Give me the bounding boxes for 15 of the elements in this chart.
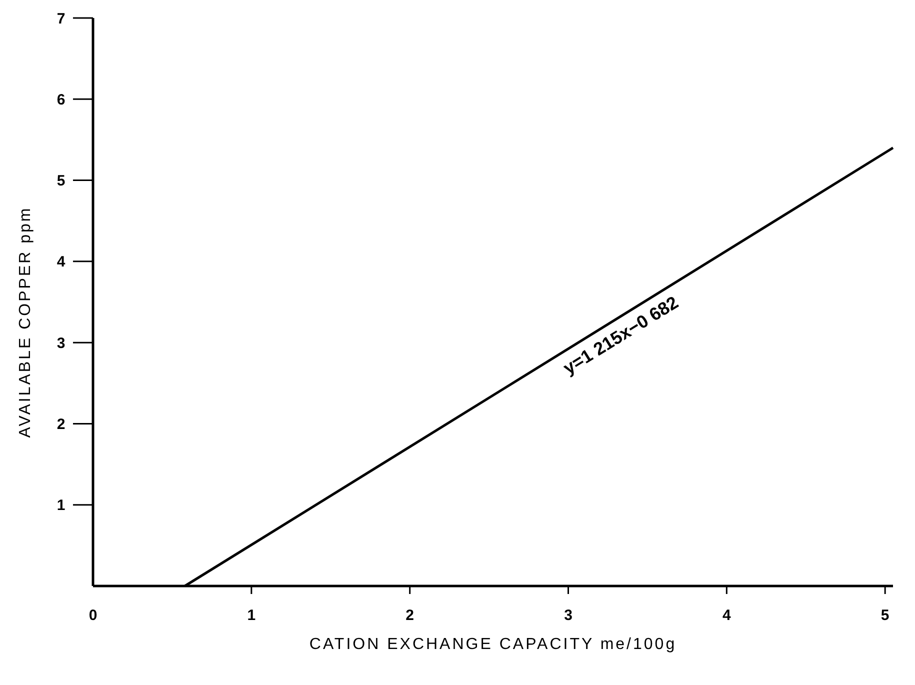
- y-tick-label: 1: [56, 497, 66, 514]
- y-tick-label: 3: [56, 334, 66, 352]
- x-tick-label: 4: [722, 607, 732, 624]
- x-tick-label: 2: [406, 607, 414, 624]
- y-tick-label: 5: [56, 172, 66, 190]
- y-tick-label: 6: [56, 91, 66, 108]
- y-tick-label: 4: [56, 254, 66, 271]
- y-axis-title: AVAILABLE COPPER ppm: [17, 206, 34, 438]
- y-tick-label: 2: [56, 416, 66, 433]
- y-tick-label: 7: [56, 10, 66, 28]
- x-tick-label: 0: [88, 607, 98, 624]
- x-tick-label: 1: [247, 607, 256, 624]
- x-tick-label: 5: [880, 607, 890, 624]
- x-tick-label: 3: [564, 607, 572, 624]
- x-axis-title: CATION EXCHANGE CAPACITY me/100g: [309, 636, 677, 653]
